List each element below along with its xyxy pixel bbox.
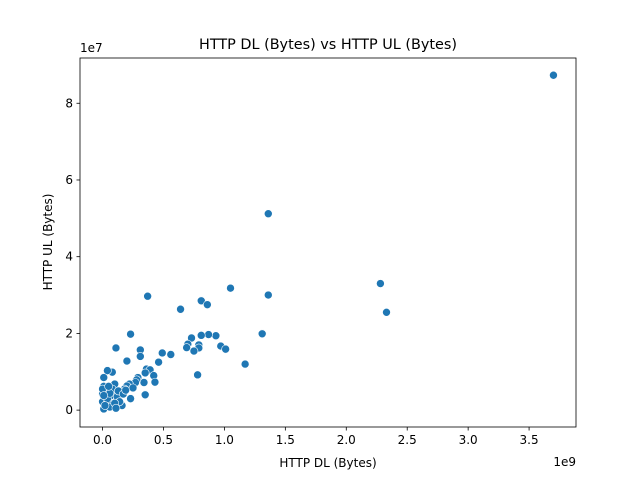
scatter-point — [121, 385, 131, 395]
scatter-point — [154, 357, 163, 367]
scatter-point — [263, 290, 273, 300]
x-tick-label: 2.0 — [337, 433, 356, 447]
y-tick-label: 0 — [65, 403, 73, 417]
scatter-point — [150, 377, 160, 387]
scatter-point — [99, 391, 109, 400]
scatter-point — [176, 304, 185, 314]
scatter-point — [122, 356, 132, 366]
scatter-point — [99, 373, 109, 382]
x-offset-text: 1e9 — [553, 455, 576, 469]
scatter-point — [136, 352, 145, 361]
plot-area-frame — [79, 57, 577, 428]
scatter-point — [166, 350, 176, 359]
scatter-point — [549, 70, 558, 80]
x-tick-label: 1.0 — [215, 433, 234, 447]
scatter-point — [111, 343, 121, 353]
y-offset-text: 1e7 — [80, 41, 103, 55]
scatter-point — [221, 344, 230, 354]
x-tick-label: 3.0 — [459, 433, 478, 447]
scatter-point — [140, 390, 150, 400]
y-tick-label: 2 — [65, 326, 73, 340]
scatter-point — [204, 330, 213, 339]
scatter-point — [240, 359, 250, 369]
y-tick-label: 4 — [65, 250, 73, 264]
y-axis-label: HTTP UL (Bytes) — [41, 194, 55, 291]
scatter-point — [257, 329, 267, 339]
x-tick-label: 0.5 — [154, 433, 173, 447]
y-axis-ticks: 0 2 4 6 8 — [65, 96, 80, 417]
scatter-point — [226, 283, 235, 293]
scatter-point — [203, 300, 212, 309]
scatter-point — [193, 370, 202, 380]
scatter-point — [143, 291, 152, 301]
x-axis-ticks: 0.0 0.5 1.0 1.5 2.0 2.5 3.0 3.5 — [93, 427, 539, 447]
scatter-point — [100, 401, 110, 410]
scatter-point — [140, 368, 150, 378]
y-tick-label: 8 — [65, 96, 73, 110]
scatter-point — [126, 394, 135, 403]
x-tick-label: 0.0 — [93, 433, 112, 447]
x-tick-label: 3.5 — [520, 433, 539, 447]
scatter-points — [98, 70, 558, 414]
chart-title: HTTP DL (Bytes) vs HTTP UL (Bytes) — [199, 37, 457, 53]
scatter-point — [211, 331, 221, 341]
scatter-point — [157, 348, 167, 358]
scatter-point — [128, 383, 138, 393]
y-tick-label: 6 — [65, 173, 73, 187]
scatter-point — [126, 329, 135, 339]
scatter-point — [196, 296, 206, 306]
x-axis-label: HTTP DL (Bytes) — [279, 456, 376, 470]
scatter-point — [382, 308, 391, 317]
scatter-point — [104, 382, 113, 391]
scatter-point — [376, 279, 385, 288]
scatter-point — [111, 403, 121, 413]
scatter-point — [196, 331, 206, 340]
x-tick-label: 1.5 — [276, 433, 295, 447]
scatter-point — [103, 366, 112, 375]
scatter-point — [182, 343, 191, 352]
scatter-point — [263, 209, 273, 219]
scatter-point — [189, 346, 199, 356]
x-tick-label: 2.5 — [398, 433, 417, 447]
